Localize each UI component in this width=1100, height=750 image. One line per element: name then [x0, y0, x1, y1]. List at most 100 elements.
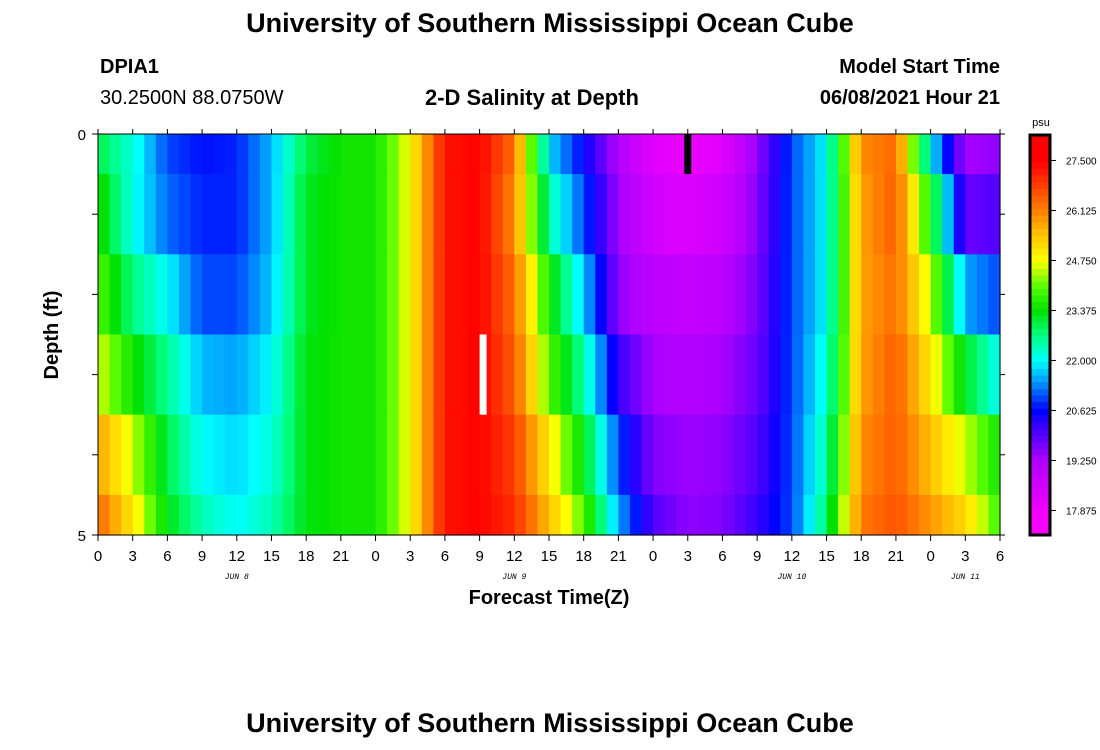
heatmap-cell — [676, 334, 689, 416]
heatmap-cell — [213, 494, 226, 536]
heatmap-cell — [907, 494, 920, 536]
colorbar-segment — [1030, 395, 1050, 403]
heatmap-cell — [699, 134, 712, 175]
heatmap-cell — [444, 414, 458, 496]
x-axis-label: Forecast Time(Z) — [469, 587, 630, 609]
heatmap-cell — [306, 134, 319, 175]
heatmap-cell — [606, 134, 619, 175]
heatmap-cell — [468, 134, 481, 175]
heatmap-cell — [248, 254, 261, 336]
heatmap-cell — [699, 254, 712, 336]
heatmap-cell — [572, 134, 585, 175]
heatmap-cell — [144, 414, 157, 496]
heatmap-cell — [340, 254, 354, 336]
heatmap-cell — [190, 174, 203, 255]
heatmap-cell — [872, 134, 885, 175]
heatmap-cell — [710, 134, 724, 175]
heatmap-cell — [121, 134, 134, 175]
heatmap-cell — [814, 174, 828, 255]
heatmap-cell — [306, 174, 319, 255]
heatmap-cell — [398, 494, 411, 536]
heatmap-cell — [838, 134, 851, 175]
heatmap-cell — [317, 174, 330, 255]
heatmap-cell — [953, 414, 966, 496]
heatmap-cell — [838, 174, 851, 255]
x-tick-label: 21 — [888, 548, 905, 565]
colorbar-tick-label: 26.125 — [1066, 206, 1097, 217]
heatmap-cell — [664, 414, 677, 496]
heatmap-cell — [491, 254, 504, 336]
colorbar-segment — [1030, 188, 1050, 196]
heatmap-cell — [514, 414, 527, 496]
heatmap-cell — [676, 174, 689, 255]
heatmap-cell — [167, 254, 180, 336]
colorbar-segment — [1030, 428, 1050, 436]
heatmap-cell — [329, 334, 342, 416]
x-tick-label: 0 — [926, 548, 934, 565]
heatmap-cell — [953, 254, 966, 336]
date-label: JUN 10 — [777, 573, 806, 582]
x-tick-label: 6 — [718, 548, 726, 565]
heatmap-cell — [178, 414, 192, 496]
heatmap-cell — [976, 334, 990, 416]
heatmap-cell — [757, 334, 770, 416]
heatmap-cell — [710, 414, 724, 496]
colorbar-segment — [1030, 215, 1050, 223]
heatmap-cell — [375, 174, 388, 255]
heatmap-cell — [155, 414, 168, 496]
heatmap-cell — [317, 134, 330, 175]
heatmap-cell — [919, 414, 932, 496]
colorbar-segment — [1030, 521, 1050, 529]
heatmap-cell — [329, 254, 342, 336]
heatmap-cell — [363, 174, 377, 255]
heatmap-cell — [98, 494, 111, 536]
heatmap-cell — [375, 334, 388, 416]
heatmap-cell — [583, 134, 596, 175]
heatmap-cell — [468, 254, 481, 336]
heatmap-cell — [872, 334, 885, 416]
heatmap-cell — [965, 174, 978, 255]
heatmap-cell — [895, 254, 909, 336]
heatmap-cell — [976, 494, 990, 536]
heatmap-cell — [988, 494, 1001, 536]
heatmap-cell — [745, 334, 758, 416]
heatmap-cell — [826, 134, 839, 175]
heatmap-cell — [421, 134, 434, 175]
x-tick-label: 6 — [163, 548, 171, 565]
heatmap-cell — [953, 494, 966, 536]
heatmap-cell — [525, 414, 539, 496]
heatmap-cell — [109, 174, 122, 255]
heatmap-cell — [167, 494, 180, 536]
colorbar-tick-label: 27.500 — [1066, 156, 1097, 167]
heatmap-cell — [98, 134, 111, 175]
heatmap-cell — [930, 334, 943, 416]
heatmap-cell — [387, 174, 400, 255]
heatmap-cell — [953, 334, 966, 416]
heatmap-cell — [872, 494, 885, 536]
heatmap-cell — [98, 334, 111, 416]
heatmap-cell — [641, 414, 654, 496]
colorbar-segment — [1030, 361, 1050, 369]
heatmap-cell — [294, 174, 307, 255]
heatmap-cell — [734, 494, 747, 536]
heatmap-cell — [849, 174, 862, 255]
heatmap-cell — [144, 134, 157, 175]
colorbar-segment — [1030, 321, 1050, 329]
heatmap-cell — [930, 134, 943, 175]
heatmap-cell — [861, 334, 874, 416]
heatmap-cell — [560, 174, 573, 255]
heatmap-cell — [202, 334, 215, 416]
heatmap-cell — [283, 494, 296, 536]
heatmap-cell — [861, 134, 874, 175]
heatmap-cell — [780, 414, 793, 496]
heatmap-cell — [109, 414, 122, 496]
heatmap-cell — [919, 174, 932, 255]
heatmap-cell — [560, 414, 573, 496]
heatmap-cell — [537, 414, 550, 496]
heatmap-cell — [988, 134, 1001, 175]
heatmap-cell — [340, 494, 354, 536]
heatmap-cell — [410, 254, 423, 336]
colorbar-segment — [1030, 368, 1050, 376]
heatmap-cell — [687, 254, 700, 336]
x-tick-label: 3 — [961, 548, 969, 565]
